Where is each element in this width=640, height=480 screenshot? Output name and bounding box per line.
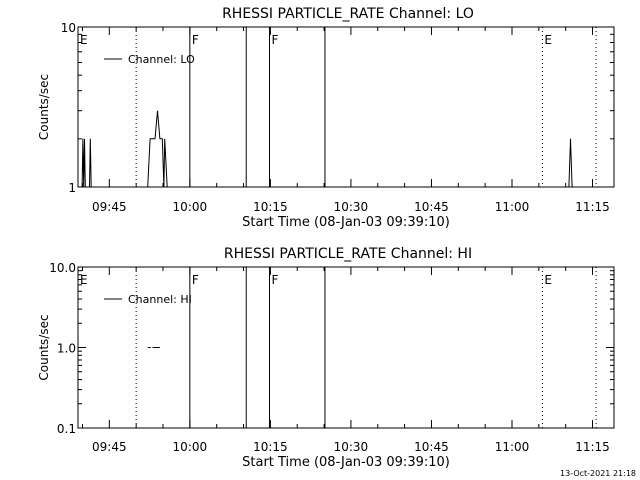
data-line-series <box>81 110 573 188</box>
x-axis-label: Start Time (08-Jan-03 09:39:10) <box>242 215 450 230</box>
hi-channel-panel: RHESSI PARTICLE_RATE Channel: HI Start Ti… <box>37 246 615 470</box>
event-marker-label: F <box>271 273 278 287</box>
x-tick-label: 10:45 <box>414 440 449 454</box>
event-marker-label: F <box>192 33 199 47</box>
y-axis-label: Counts/sec <box>37 314 51 380</box>
x-tick-label: 10:00 <box>173 440 208 454</box>
lo-channel-panel: RHESSI PARTICLE_RATE Channel: LO Start Ti… <box>37 6 615 230</box>
x-tick-label: 10:30 <box>334 200 369 214</box>
event-marker-label: E <box>544 33 552 47</box>
event-marker-label: E <box>80 33 88 47</box>
x-tick-label: 09:45 <box>92 200 127 214</box>
legend-label: Channel: LO <box>128 53 195 66</box>
event-marker-label: F <box>192 273 199 287</box>
x-tick-label: 10:15 <box>253 440 288 454</box>
y-tick-label: 1.0 <box>57 342 76 356</box>
x-tick-label: 11:00 <box>495 200 530 214</box>
x-tick-label: 09:45 <box>92 440 127 454</box>
y-tick-label: 10.0 <box>49 261 76 275</box>
y-tick-label: 10 <box>61 21 76 35</box>
chart-title: RHESSI PARTICLE_RATE Channel: HI <box>224 246 472 262</box>
event-marker-label: E <box>80 273 88 287</box>
event-marker-label: F <box>271 33 278 47</box>
x-tick-label: 11:00 <box>495 440 530 454</box>
y-axis-label: Counts/sec <box>37 74 51 140</box>
x-tick-label: 10:30 <box>334 440 369 454</box>
x-tick-label: 11:15 <box>575 200 610 214</box>
x-tick-label: 11:15 <box>575 440 610 454</box>
y-tick-label: 0.1 <box>57 422 76 436</box>
x-axis-label: Start Time (08-Jan-03 09:39:10) <box>242 455 450 470</box>
event-marker-label: E <box>544 273 552 287</box>
x-tick-label: 10:45 <box>414 200 449 214</box>
footer-timestamp: 13-Oct-2021 21:18 <box>560 469 636 478</box>
chart-title: RHESSI PARTICLE_RATE Channel: LO <box>222 6 474 22</box>
x-tick-label: 10:00 <box>173 200 208 214</box>
y-tick-label: 1 <box>68 181 76 195</box>
legend-label: Channel: HI <box>128 293 192 306</box>
x-tick-label: 10:15 <box>253 200 288 214</box>
